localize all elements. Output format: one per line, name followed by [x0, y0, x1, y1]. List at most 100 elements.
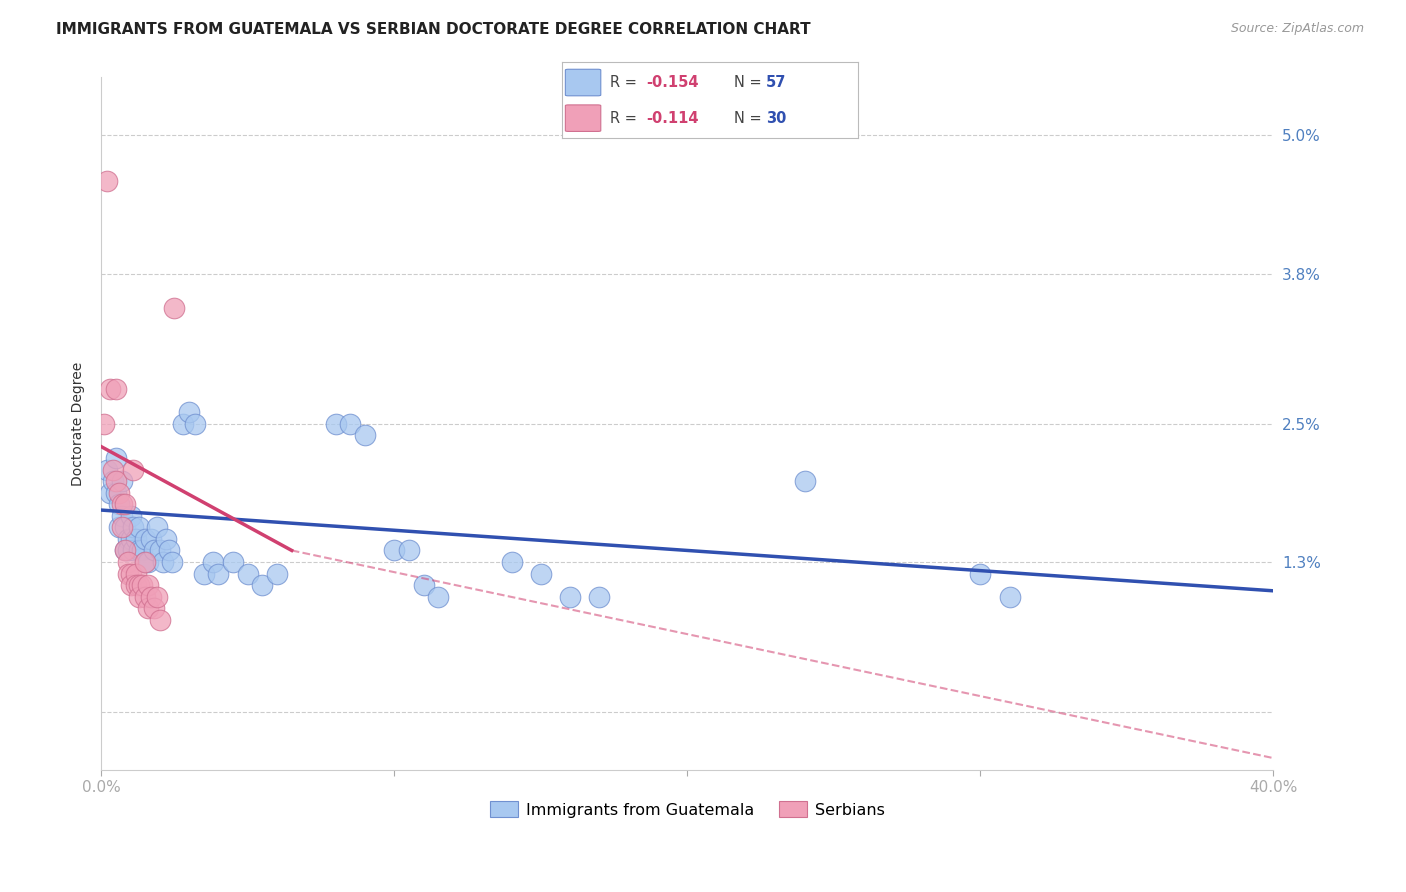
- Point: [122, 543, 145, 558]
- Point: [111, 520, 134, 534]
- Point: [104, 474, 127, 488]
- Point: [501, 555, 523, 569]
- Point: [96, 463, 118, 477]
- Point: [588, 590, 610, 604]
- Point: [101, 474, 124, 488]
- Point: [134, 532, 156, 546]
- Point: [134, 555, 156, 569]
- Point: [172, 417, 194, 431]
- Point: [155, 532, 177, 546]
- Point: [143, 601, 166, 615]
- Point: [136, 578, 159, 592]
- Point: [98, 382, 121, 396]
- Point: [128, 590, 150, 604]
- Point: [136, 601, 159, 615]
- Point: [114, 543, 136, 558]
- Point: [146, 590, 169, 604]
- Point: [104, 485, 127, 500]
- Text: Source: ZipAtlas.com: Source: ZipAtlas.com: [1230, 22, 1364, 36]
- Point: [120, 566, 142, 581]
- FancyBboxPatch shape: [565, 105, 600, 131]
- Point: [201, 555, 224, 569]
- Text: 57: 57: [766, 76, 786, 90]
- Point: [558, 590, 581, 604]
- Point: [157, 543, 180, 558]
- Point: [143, 543, 166, 558]
- Text: -0.154: -0.154: [647, 76, 699, 90]
- Point: [128, 543, 150, 558]
- Point: [149, 613, 172, 627]
- Text: R =: R =: [610, 111, 641, 126]
- Text: -0.114: -0.114: [647, 111, 699, 126]
- Point: [134, 590, 156, 604]
- Point: [111, 474, 134, 488]
- Legend: Immigrants from Guatemala, Serbians: Immigrants from Guatemala, Serbians: [484, 795, 891, 824]
- Point: [114, 543, 136, 558]
- Text: N =: N =: [734, 111, 766, 126]
- Point: [236, 566, 259, 581]
- Point: [120, 508, 142, 523]
- Y-axis label: Doctorate Degree: Doctorate Degree: [72, 361, 86, 485]
- Point: [111, 497, 134, 511]
- Point: [107, 520, 129, 534]
- Point: [117, 532, 139, 546]
- Point: [134, 555, 156, 569]
- Point: [427, 590, 450, 604]
- Point: [193, 566, 215, 581]
- Point: [354, 428, 377, 442]
- Point: [128, 520, 150, 534]
- Point: [125, 566, 148, 581]
- Point: [125, 532, 148, 546]
- Text: 30: 30: [766, 111, 786, 126]
- Point: [179, 405, 201, 419]
- Point: [104, 451, 127, 466]
- Point: [184, 417, 207, 431]
- Point: [117, 543, 139, 558]
- Point: [104, 382, 127, 396]
- Point: [266, 566, 288, 581]
- Point: [107, 497, 129, 511]
- Point: [107, 485, 129, 500]
- FancyBboxPatch shape: [565, 70, 600, 95]
- Point: [120, 532, 142, 546]
- Point: [122, 520, 145, 534]
- Point: [131, 543, 153, 558]
- Point: [398, 543, 420, 558]
- Point: [111, 508, 134, 523]
- Point: [125, 578, 148, 592]
- Point: [114, 520, 136, 534]
- Point: [152, 555, 174, 569]
- Point: [101, 463, 124, 477]
- Point: [149, 543, 172, 558]
- Point: [252, 578, 274, 592]
- Point: [96, 174, 118, 188]
- Text: IMMIGRANTS FROM GUATEMALA VS SERBIAN DOCTORATE DEGREE CORRELATION CHART: IMMIGRANTS FROM GUATEMALA VS SERBIAN DOC…: [56, 22, 811, 37]
- Point: [163, 301, 186, 315]
- Point: [969, 566, 991, 581]
- Point: [98, 485, 121, 500]
- Point: [382, 543, 405, 558]
- Point: [139, 532, 162, 546]
- Point: [122, 463, 145, 477]
- Point: [325, 417, 347, 431]
- Point: [131, 578, 153, 592]
- Point: [128, 578, 150, 592]
- Text: N =: N =: [734, 76, 766, 90]
- Point: [136, 555, 159, 569]
- Point: [117, 555, 139, 569]
- Point: [339, 417, 361, 431]
- Point: [117, 566, 139, 581]
- Point: [120, 578, 142, 592]
- Point: [530, 566, 553, 581]
- Point: [139, 590, 162, 604]
- Point: [412, 578, 434, 592]
- Point: [160, 555, 183, 569]
- Point: [146, 520, 169, 534]
- Point: [207, 566, 229, 581]
- Point: [93, 417, 115, 431]
- Text: R =: R =: [610, 76, 641, 90]
- Point: [793, 474, 815, 488]
- Point: [222, 555, 245, 569]
- Point: [114, 497, 136, 511]
- Point: [998, 590, 1021, 604]
